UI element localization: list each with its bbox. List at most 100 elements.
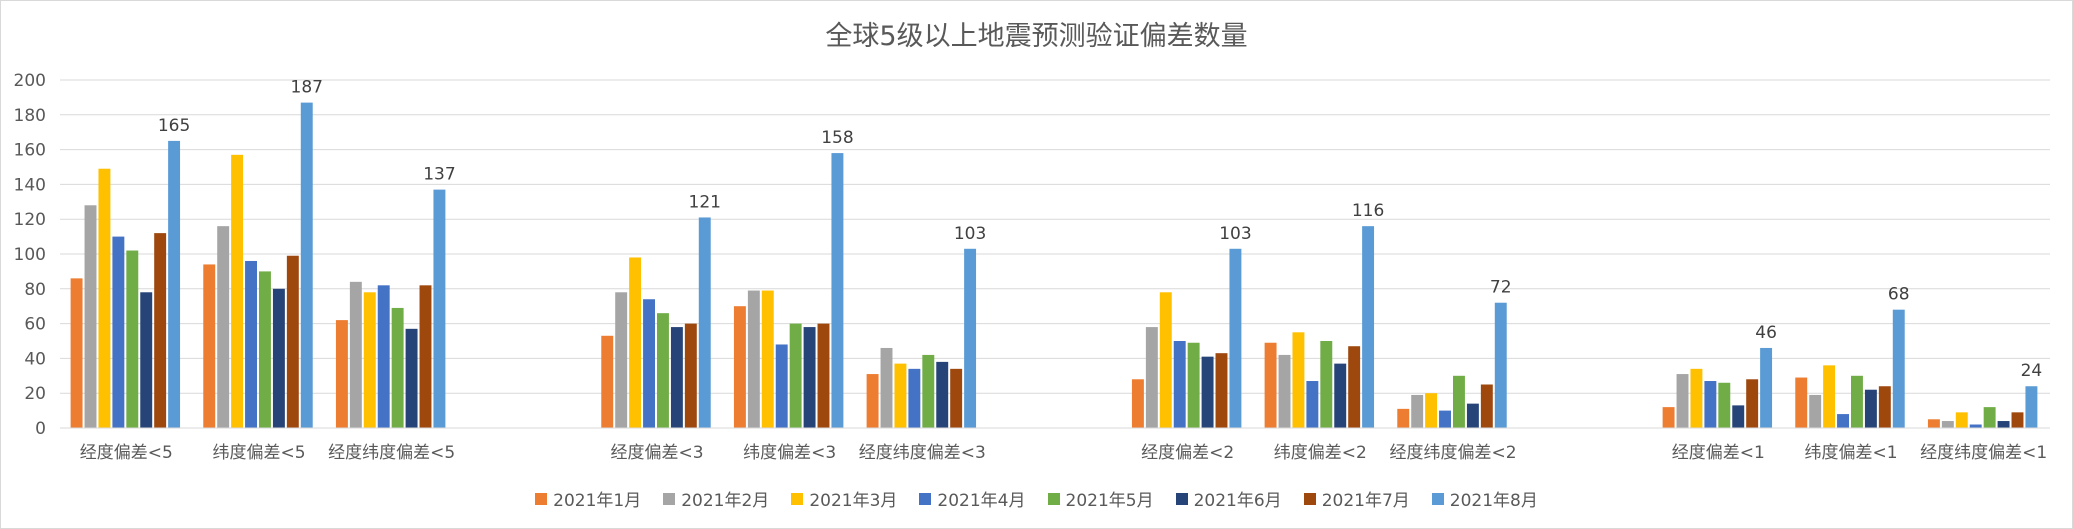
bar: [1439, 410, 1451, 428]
bar: [1145, 327, 1158, 428]
bar: [1955, 412, 1968, 428]
legend-swatch: [535, 492, 548, 505]
x-tick-label: 经度纬度偏差<3: [859, 443, 986, 463]
bar: [629, 257, 642, 428]
legend-label: 2021年4月: [937, 491, 1026, 511]
bar: [1969, 424, 1982, 428]
legend-label: 2021年2月: [681, 491, 770, 511]
bar: [1983, 407, 1996, 428]
bar: [747, 290, 760, 428]
legend-item: 2021年2月: [663, 486, 769, 511]
bar: [259, 271, 271, 428]
bar: [245, 260, 257, 428]
bar: [1292, 332, 1305, 428]
bar: [761, 290, 774, 428]
bar: [300, 102, 313, 429]
data-label: 24: [2021, 361, 2043, 381]
bar: [1941, 421, 1954, 428]
y-tick-label: 200: [14, 71, 46, 91]
bar: [733, 306, 746, 428]
bar: [880, 347, 893, 428]
bar: [1229, 248, 1242, 428]
data-label: 165: [158, 116, 190, 136]
y-tick-label: 100: [14, 245, 46, 265]
legend-item: 2021年7月: [1303, 486, 1410, 511]
legend-item: 2021年8月: [1431, 486, 1538, 511]
bar: [1187, 342, 1200, 428]
bar: [272, 288, 285, 428]
legend-label: 2021年5月: [1065, 491, 1154, 511]
bar: [2025, 386, 2038, 428]
bar: [154, 233, 167, 428]
bar: [1362, 226, 1375, 428]
x-tick-label: 经度纬度偏差<2: [1389, 443, 1516, 463]
bar: [1851, 375, 1863, 428]
y-tick-label: 120: [14, 210, 46, 230]
bar: [363, 292, 376, 428]
bar: [684, 323, 697, 428]
legend-item: 2021年4月: [919, 486, 1026, 511]
x-tick-label: 纬度偏差<3: [743, 443, 836, 463]
bar: [1278, 354, 1291, 428]
y-tick-label: 40: [24, 349, 46, 369]
data-label: 158: [821, 128, 853, 148]
bar: [419, 285, 432, 428]
bar: [1718, 382, 1731, 428]
legend-swatch: [1431, 492, 1444, 505]
bar: [1704, 381, 1717, 428]
bar: [922, 354, 935, 428]
data-label: 116: [1352, 201, 1384, 221]
bar: [1201, 356, 1214, 428]
bar: [1466, 403, 1479, 428]
bar: [950, 368, 963, 428]
x-tick-label: 经度偏差<1: [1672, 443, 1765, 463]
bar: [231, 154, 244, 428]
x-tick-label: 经度纬度偏差<1: [1920, 443, 2047, 463]
bar: [1690, 368, 1703, 428]
legend-item: 2021年3月: [791, 486, 897, 511]
legend-label: 2021年3月: [809, 491, 898, 511]
data-label: 68: [1888, 285, 1910, 305]
legend-item: 2021年1月: [535, 486, 641, 511]
chart-legend: 2021年1月 2021年2月 2021年3月 2021年4月 2021年5月 2021年…: [0, 486, 2073, 511]
bar: [1480, 384, 1493, 428]
bar: [936, 361, 949, 428]
legend-label: 2021年7月: [1321, 491, 1410, 511]
bar: [405, 328, 418, 428]
bar: [1760, 347, 1773, 428]
bar: [601, 335, 614, 428]
y-tick-label: 80: [24, 280, 46, 300]
y-tick-label: 0: [35, 419, 46, 439]
legend-label: 2021年1月: [553, 491, 642, 511]
legend-swatch: [663, 492, 676, 505]
bar: [377, 285, 390, 428]
bar: [1131, 379, 1144, 428]
bar: [1215, 353, 1228, 428]
bar: [1732, 405, 1745, 428]
bar: [1837, 414, 1849, 428]
data-label: 46: [1755, 323, 1777, 343]
bar: [866, 374, 879, 428]
data-label: 103: [1219, 224, 1251, 244]
chart-title: 全球5级以上地震预测验证偏差数量: [825, 21, 1248, 52]
bar: [615, 292, 628, 428]
bar: [1892, 309, 1905, 428]
legend-swatch: [791, 492, 804, 505]
bar: [1823, 365, 1836, 428]
bar: [98, 168, 111, 429]
x-tick-label: 经度偏差<3: [610, 443, 703, 463]
bar: [670, 327, 683, 428]
bar: [1864, 389, 1877, 428]
bar: [1662, 407, 1675, 428]
bar: [140, 292, 153, 428]
bar: [1348, 346, 1361, 428]
bar: [217, 226, 230, 428]
bar: [349, 281, 362, 428]
bar: [1306, 381, 1319, 428]
x-tick-label: 纬度偏差<5: [212, 443, 305, 463]
data-label: 187: [291, 78, 323, 98]
bar: [1927, 419, 1940, 428]
y-tick-label: 140: [14, 175, 46, 195]
bar: [126, 250, 139, 428]
